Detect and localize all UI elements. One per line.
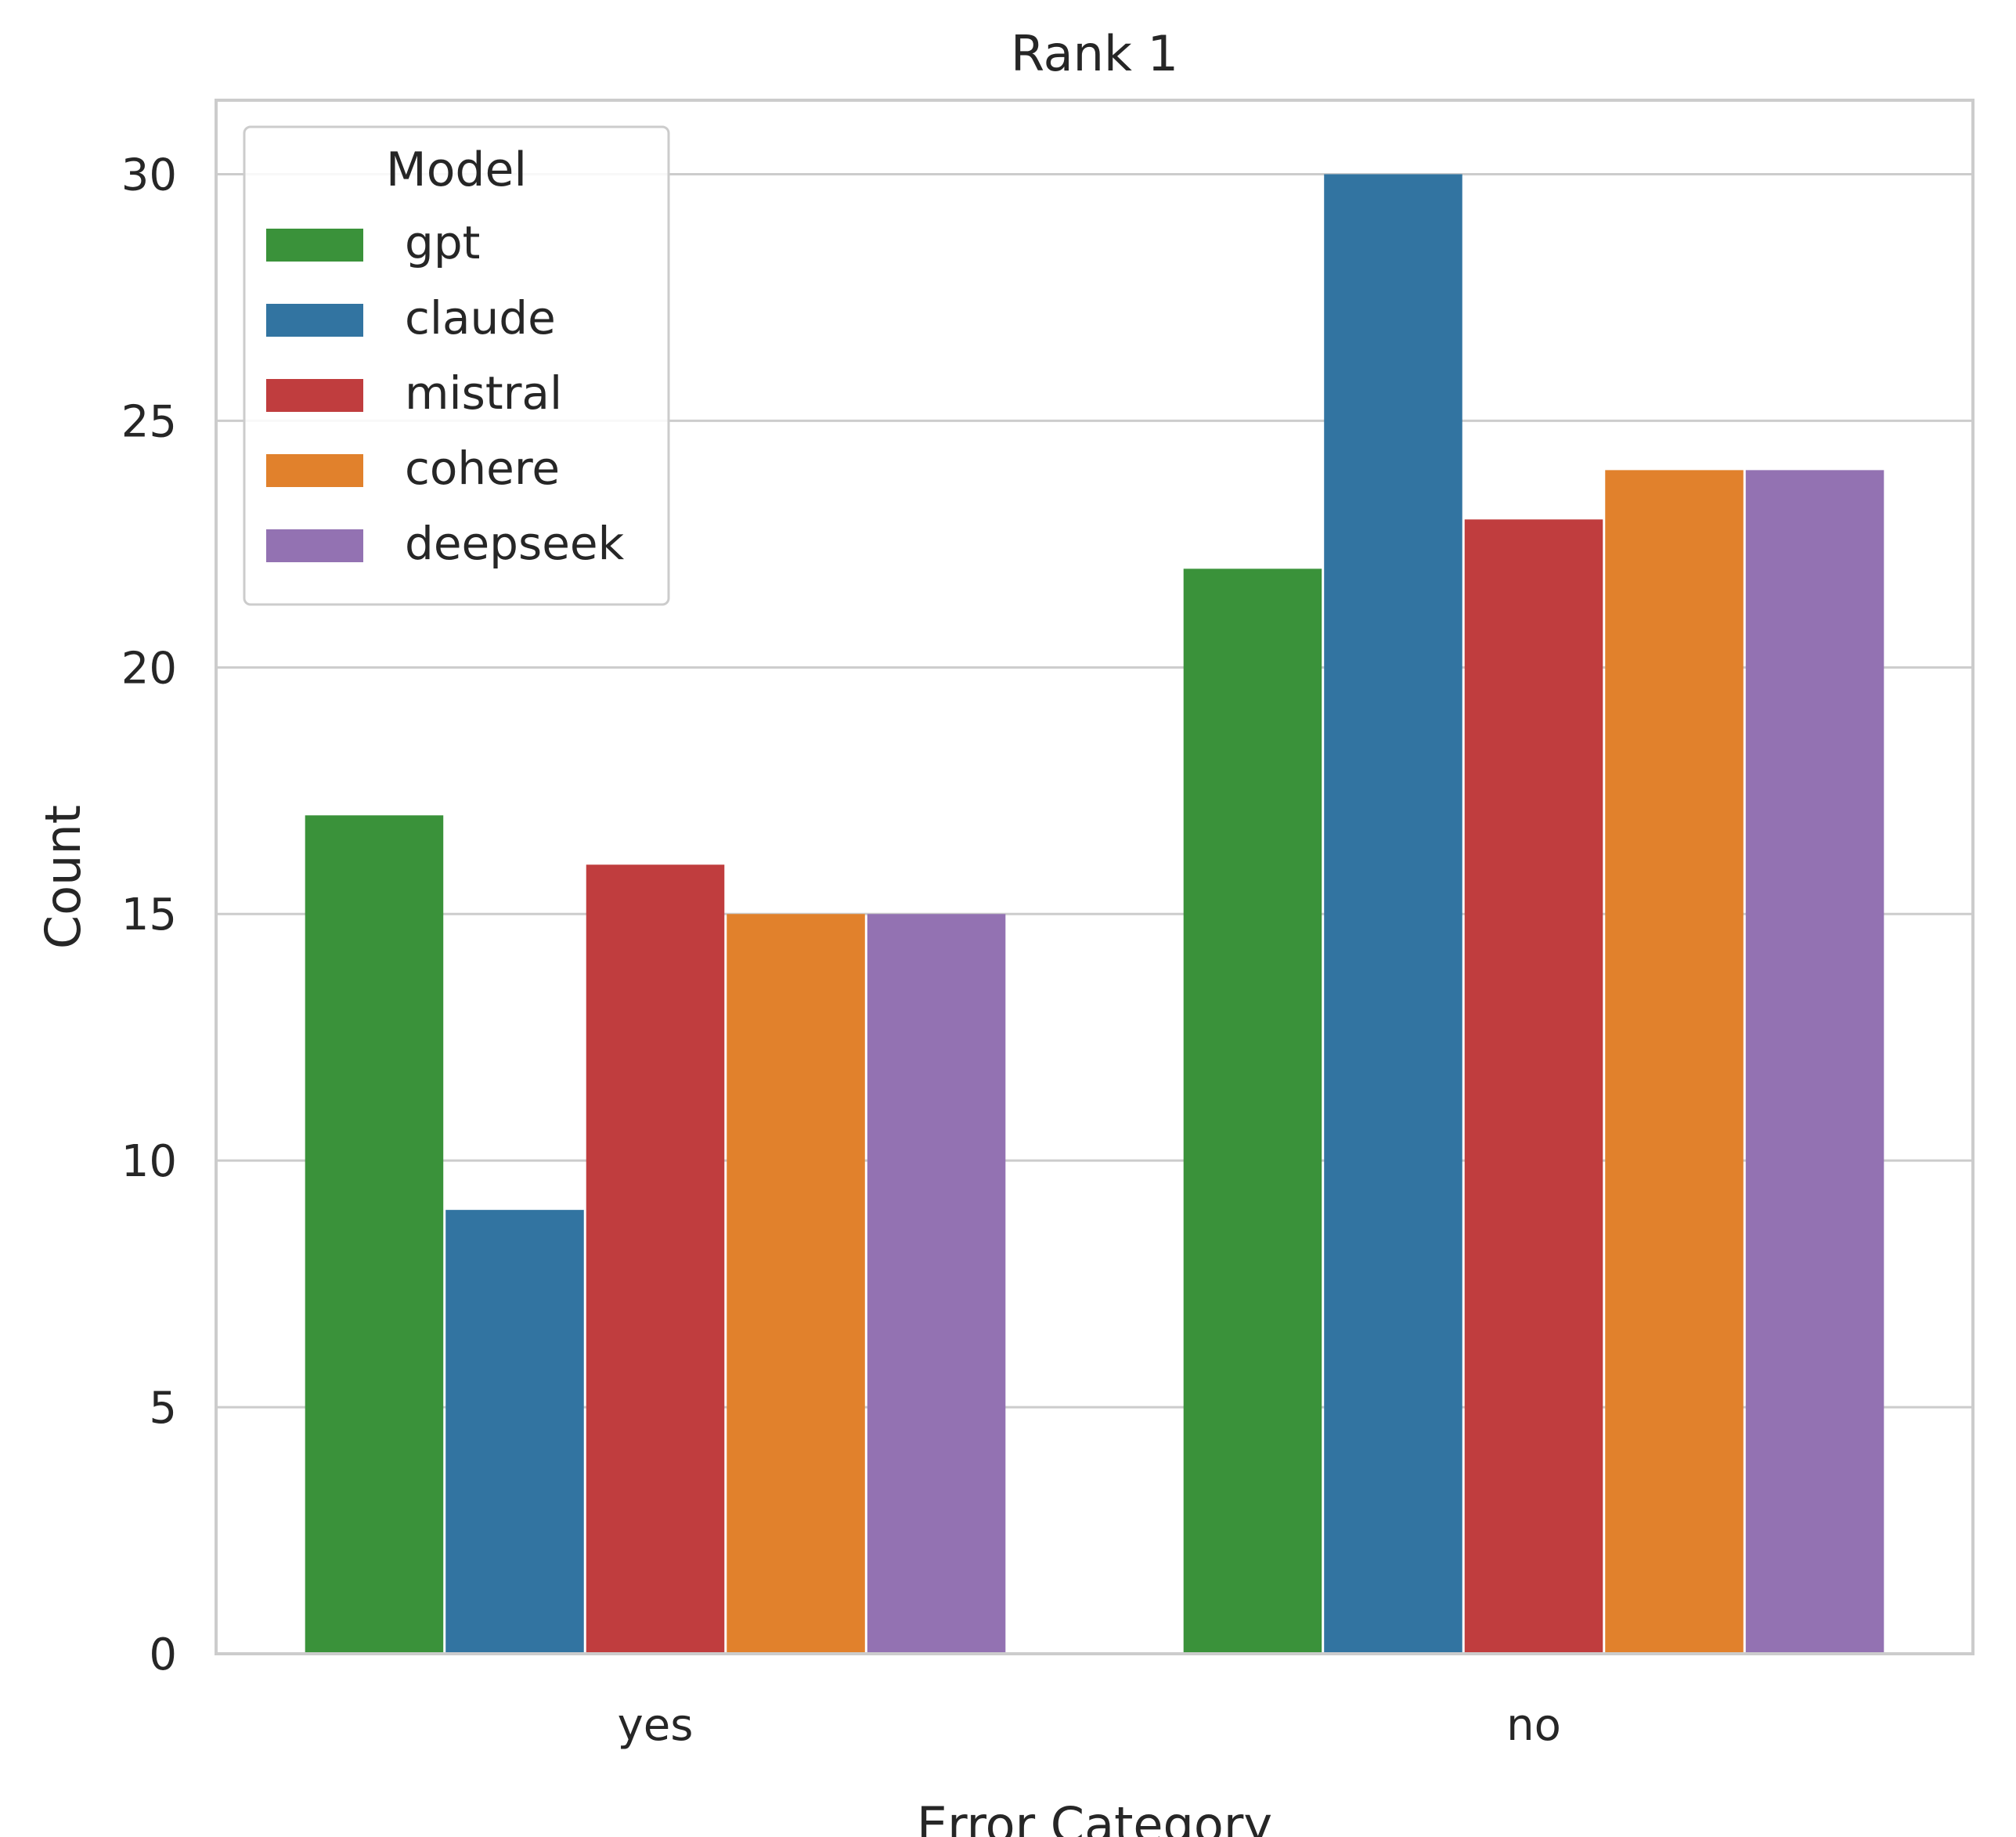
bar-gpt-yes bbox=[305, 815, 444, 1654]
legend: Model gpt claude mistral cohere deepseek bbox=[243, 125, 670, 606]
legend-label-claude: claude bbox=[405, 291, 556, 345]
bar-deepseek-no bbox=[1745, 470, 1884, 1654]
y-tick-label: 25 bbox=[121, 396, 177, 447]
legend-title: Model bbox=[386, 143, 527, 197]
legend-swatch-mistral bbox=[266, 379, 363, 412]
plot-frame bbox=[215, 99, 1975, 1655]
y-tick-label: 30 bbox=[121, 150, 177, 200]
x-axis-label: Error Category bbox=[917, 1796, 1272, 1837]
bar-claude-yes bbox=[445, 1210, 584, 1654]
legend-label-cohere: cohere bbox=[405, 442, 560, 495]
y-tick-label: 5 bbox=[149, 1383, 177, 1434]
x-tick-label: no bbox=[1506, 1700, 1561, 1751]
legend-label-mistral: mistral bbox=[405, 366, 562, 420]
y-tick-label: 10 bbox=[121, 1136, 177, 1187]
y-tick-labels: 0 5 10 15 20 25 30 bbox=[121, 150, 177, 1680]
x-tick-labels: yes no bbox=[618, 1700, 1561, 1751]
bar-deepseek-yes bbox=[867, 914, 1006, 1654]
bar-cohere-no bbox=[1605, 470, 1744, 1654]
bar-mistral-yes bbox=[586, 864, 725, 1654]
legend-swatch-deepseek bbox=[266, 529, 363, 562]
legend-label-gpt: gpt bbox=[405, 216, 480, 269]
y-axis-label: Count bbox=[34, 805, 92, 949]
legend-swatch-cohere bbox=[266, 454, 363, 487]
y-tick-label: 15 bbox=[121, 890, 177, 940]
bar-mistral-no bbox=[1464, 519, 1603, 1655]
bar-gpt-no bbox=[1183, 568, 1322, 1655]
x-tick-label: yes bbox=[618, 1700, 694, 1751]
chart-title: Rank 1 bbox=[1011, 25, 1178, 82]
legend-label-deepseek: deepseek bbox=[405, 517, 625, 570]
bar-claude-no bbox=[1324, 174, 1462, 1654]
y-tick-label: 20 bbox=[121, 643, 177, 694]
legend-swatch-gpt bbox=[266, 229, 363, 262]
y-tick-label: 0 bbox=[149, 1629, 177, 1680]
legend-swatch-claude bbox=[266, 304, 363, 337]
bar-cohere-yes bbox=[727, 914, 865, 1654]
bars bbox=[305, 174, 1884, 1655]
